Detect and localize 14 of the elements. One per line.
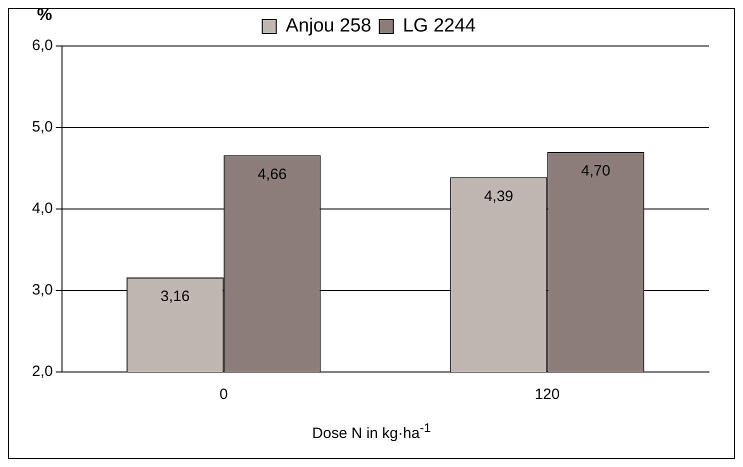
- data-label: 4,70: [581, 162, 610, 180]
- legend-label: LG 2244: [402, 16, 476, 37]
- data-label: 4,39: [484, 188, 514, 205]
- legend-label: Anjou 258: [286, 16, 372, 37]
- x-tick-label: 120: [534, 386, 560, 404]
- y-tick-label: 3,0: [32, 282, 53, 299]
- data-label: 4,66: [258, 166, 287, 183]
- x-axis-title: Dose N in kg·ha$^{-1}$: [311, 421, 432, 442]
- y-tick-label: 4,0: [32, 200, 53, 218]
- y-tick-label: 6,0: [32, 37, 53, 54]
- data-label: 3,16: [160, 288, 190, 306]
- y-tick-label: 2,0: [32, 363, 53, 380]
- y-tick-label: 5,0: [32, 118, 53, 136]
- x-tick-label: 0: [219, 386, 228, 404]
